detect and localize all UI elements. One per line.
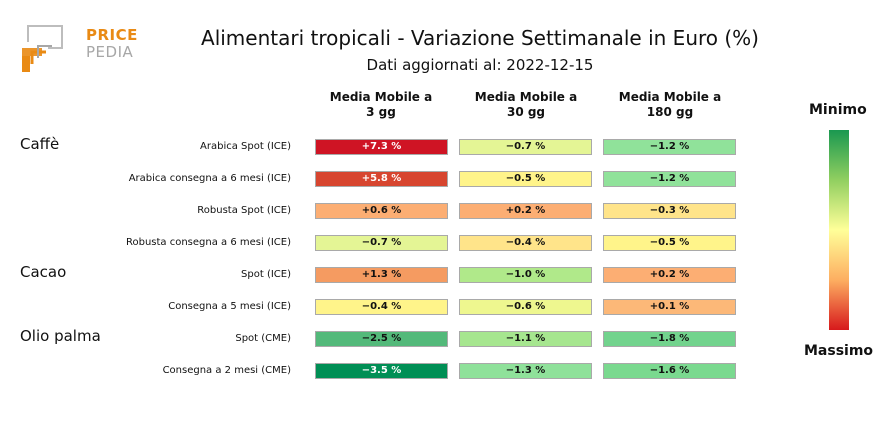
logo-text-price: PRICE xyxy=(86,26,138,44)
heatmap-cell: +1.3 % xyxy=(315,267,448,283)
row-label: Arabica Spot (ICE) xyxy=(200,141,291,152)
heatmap-cell: +0.2 % xyxy=(459,203,592,219)
legend-min-label: Minimo xyxy=(809,102,867,118)
heatmap-cell: +0.1 % xyxy=(603,299,736,315)
heatmap-cell: +0.2 % xyxy=(603,267,736,283)
logo-mark-icon xyxy=(22,25,63,72)
row-label: Spot (ICE) xyxy=(241,269,291,280)
column-header: Media Mobile a 180 gg xyxy=(618,90,722,119)
group-label: Cacao xyxy=(20,263,67,281)
chart-title: Alimentari tropicali - Variazione Settim… xyxy=(201,26,759,50)
group-label: Olio palma xyxy=(20,327,101,345)
heatmap-cell: −0.7 % xyxy=(459,139,592,155)
heatmap-cell: −3.5 % xyxy=(315,363,448,379)
heatmap-cell: −1.0 % xyxy=(459,267,592,283)
heatmap-cell: −1.2 % xyxy=(603,139,736,155)
row-label: Consegna a 5 mesi (ICE) xyxy=(168,301,291,312)
column-header: Media Mobile a 3 gg xyxy=(329,90,433,119)
row-label: Spot (CME) xyxy=(235,333,291,344)
column-header: Media Mobile a 30 gg xyxy=(474,90,578,119)
row-label: Consegna a 2 mesi (CME) xyxy=(162,365,291,376)
heatmap-cell: +0.6 % xyxy=(315,203,448,219)
heatmap-cell: −0.4 % xyxy=(459,235,592,251)
heatmap-cell: −1.8 % xyxy=(603,331,736,347)
heatmap-cell: +7.3 % xyxy=(315,139,448,155)
heatmap-cell: −0.5 % xyxy=(603,235,736,251)
row-label: Robusta consegna a 6 mesi (ICE) xyxy=(125,237,291,248)
heatmap-cell: −2.5 % xyxy=(315,331,448,347)
logo-text-pedia: PEDIA xyxy=(86,43,134,61)
heatmap-cell: −0.7 % xyxy=(315,235,448,251)
heatmap-cell: −1.6 % xyxy=(603,363,736,379)
group-label: Caffè xyxy=(20,135,60,153)
heatmap-cell: −1.3 % xyxy=(459,363,592,379)
chart-subtitle: Dati aggiornati al: 2022-12-15 xyxy=(366,56,594,74)
row-label: Robusta Spot (ICE) xyxy=(197,205,291,216)
color-scale-bar xyxy=(829,130,849,330)
heatmap-cell: −1.1 % xyxy=(459,331,592,347)
heatmap-cell: −0.3 % xyxy=(603,203,736,219)
legend-max-label: Massimo xyxy=(804,343,874,359)
heatmap-cell: +5.8 % xyxy=(315,171,448,187)
heatmap-cell: −0.5 % xyxy=(459,171,592,187)
pricepedia-logo: PRICE PEDIA xyxy=(18,22,137,74)
row-label: Arabica consegna a 6 mesi (ICE) xyxy=(128,173,291,184)
heatmap-cell: −0.6 % xyxy=(459,299,592,315)
heatmap-cell: −1.2 % xyxy=(603,171,736,187)
heatmap-cell: −0.4 % xyxy=(315,299,448,315)
